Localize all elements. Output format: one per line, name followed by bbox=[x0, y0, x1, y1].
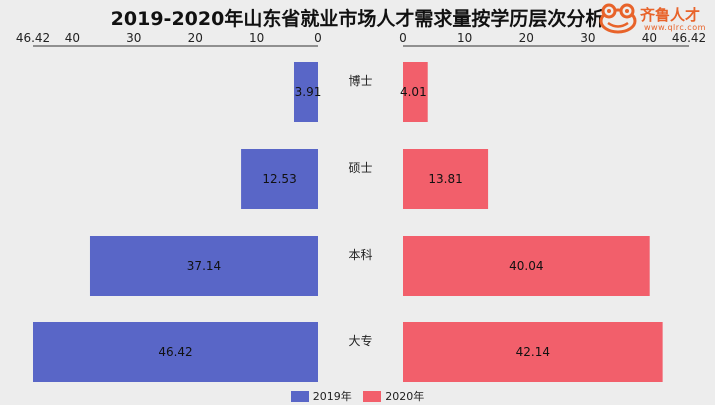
category-label: 本科 bbox=[348, 248, 372, 262]
left-tick-label: 10 bbox=[249, 31, 264, 45]
legend-label-2019: 2019年 bbox=[312, 390, 352, 403]
right-tick-label: 10 bbox=[457, 31, 472, 45]
bar-2020 bbox=[403, 149, 489, 209]
bar-2020 bbox=[403, 236, 650, 296]
bar-2020 bbox=[403, 62, 428, 122]
data-label-2019: 37.14 bbox=[187, 259, 221, 273]
legend: 2019年 2020年 bbox=[0, 388, 715, 405]
logo: 齐鲁人才 www.qlrc.com bbox=[598, 2, 713, 36]
data-label-2020: 40.04 bbox=[509, 259, 543, 273]
category-label: 博士 bbox=[348, 73, 372, 88]
left-tick-label: 0 bbox=[314, 31, 322, 45]
bar-2019 bbox=[293, 62, 318, 122]
data-label-2019: 3.91 bbox=[295, 85, 322, 99]
logo-text: 齐鲁人才 bbox=[640, 6, 701, 24]
bar-2019 bbox=[33, 322, 318, 382]
bar-2019 bbox=[89, 236, 319, 296]
left-tick-label: 30 bbox=[126, 31, 141, 45]
category-label: 硕士 bbox=[348, 161, 372, 175]
data-label-2019: 12.53 bbox=[262, 172, 296, 186]
bar-2019 bbox=[241, 149, 318, 209]
left-tick-label: 46.42 bbox=[16, 31, 50, 45]
legend-item-2020: 2020年 bbox=[363, 388, 424, 404]
right-tick-label: 0 bbox=[399, 31, 407, 45]
data-label-2020: 13.81 bbox=[428, 172, 462, 186]
frog-logo-icon bbox=[599, 3, 637, 34]
legend-label-2020: 2020年 bbox=[385, 390, 425, 403]
category-label: 大专 bbox=[348, 333, 372, 348]
data-label-2020: 42.14 bbox=[516, 345, 550, 359]
data-label-2019: 46.42 bbox=[158, 345, 192, 359]
chart-title: 2019-2020年山东省就业市场人才需求量按学历层次分析 bbox=[110, 8, 605, 30]
legend-item-2019: 2019年 bbox=[290, 388, 352, 404]
bar-2020 bbox=[403, 322, 663, 382]
left-tick-label: 20 bbox=[188, 31, 203, 45]
left-tick-label: 40 bbox=[65, 31, 80, 45]
legend-swatch-2020 bbox=[363, 390, 382, 402]
logo-subtext: www.qlrc.com bbox=[644, 23, 706, 32]
data-label-2020: 4.01 bbox=[400, 85, 427, 99]
right-tick-label: 46.42 bbox=[672, 31, 706, 45]
legend-swatch-2019 bbox=[290, 390, 309, 402]
butterfly-bar-chart: 46.42 40 30 20 10 0 0 10 20 30 40 46.42 3.91 4.01 博士 12… bbox=[16, 31, 706, 382]
right-tick-label: 40 bbox=[642, 31, 657, 45]
right-tick-label: 20 bbox=[519, 31, 534, 45]
right-tick-label: 30 bbox=[580, 31, 595, 45]
